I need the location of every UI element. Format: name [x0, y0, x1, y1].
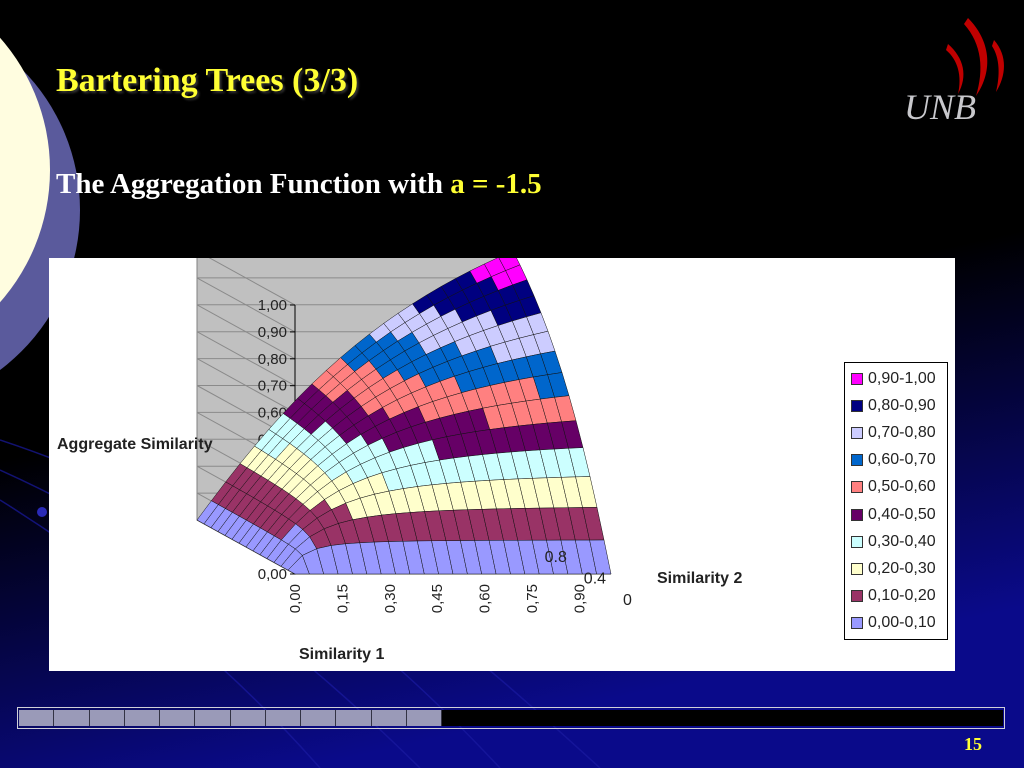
x-tick-label: 0,75 [524, 584, 541, 613]
z-axis-label: Similarity 2 [657, 570, 742, 587]
progress-segment [336, 710, 372, 726]
legend-swatch [851, 399, 863, 412]
legend-item: 0,90-1,00 [845, 365, 947, 392]
legend-label: 0,00-0,10 [868, 614, 936, 632]
x-tick-label: 0,00 [287, 584, 304, 613]
z-tick-label: 0 [623, 592, 632, 609]
y-tick-label: 0,80 [258, 351, 287, 368]
legend-swatch [851, 508, 863, 521]
legend-item: 0,50-0,60 [845, 474, 947, 501]
progress-segment [54, 710, 90, 726]
y-tick-label: 0,90 [258, 324, 287, 341]
progress-segment [230, 710, 266, 726]
legend-label: 0,10-0,20 [868, 587, 936, 605]
subtitle-parameter: a = -1.5 [450, 168, 542, 200]
slide-progress-bar [17, 707, 1005, 729]
legend-swatch [851, 426, 863, 439]
legend-item: 0,40-0,50 [845, 501, 947, 528]
z-tick-label: 0.8 [545, 549, 567, 566]
progress-segment [19, 710, 55, 726]
logo-text: UNB [904, 87, 976, 127]
legend-label: 0,60-0,70 [868, 451, 936, 469]
x-axis-label: Similarity 1 [299, 646, 384, 663]
chart-legend: 0,90-1,00 0,80-0,90 0,70-0,80 0,60-0,70 0,50… [844, 362, 948, 640]
z-tick-label: 0.4 [584, 570, 606, 587]
progress-segment [195, 710, 231, 726]
legend-item: 0,60-0,70 [845, 447, 947, 474]
surface-chart: 0,000,100,200,300,400,500,600,700,800,90… [57, 258, 742, 663]
progress-fill [19, 710, 443, 726]
legend-label: 0,40-0,50 [868, 505, 936, 523]
chart-gridline [196, 304, 513, 360]
x-tick-label: 0,60 [477, 584, 494, 613]
y-tick-label: 0,70 [258, 378, 287, 395]
x-tick-label: 0,30 [382, 584, 399, 613]
y-tick-label: 1,00 [258, 297, 287, 314]
legend-swatch [851, 590, 863, 603]
progress-segment [160, 710, 196, 726]
legend-swatch [851, 535, 863, 548]
subtitle-text: The Aggregation Function with [56, 168, 443, 200]
x-tick-label: 0,15 [334, 584, 351, 613]
legend-swatch [851, 372, 863, 385]
legend-item: 0,10-0,20 [845, 583, 947, 610]
chart-panel: 0,000,100,200,300,400,500,600,700,800,90… [49, 258, 955, 671]
progress-track [19, 710, 1003, 726]
legend-label: 0,50-0,60 [868, 478, 936, 496]
legend-label: 0,80-0,90 [868, 396, 936, 414]
progress-segment [89, 710, 125, 726]
legend-item: 0,80-0,90 [845, 392, 947, 419]
chart-gridline [208, 258, 296, 306]
legend-swatch [851, 454, 863, 467]
progress-segment [124, 710, 161, 726]
x-tick-label: 0,90 [571, 584, 588, 613]
y-tick-label: 0,00 [258, 566, 287, 583]
legend-item: 0,30-0,40 [845, 528, 947, 555]
legend-item: 0,70-0,80 [845, 419, 947, 446]
legend-swatch [851, 562, 863, 575]
progress-segment [406, 710, 443, 726]
progress-segment [265, 710, 302, 726]
progress-segment [301, 710, 337, 726]
slide-title: Bartering Trees (3/3) [56, 62, 359, 99]
accent-circle-inner [0, 37, 50, 303]
legend-label: 0,30-0,40 [868, 532, 936, 550]
surface-cell [589, 539, 612, 575]
unb-logo-icon [946, 18, 1004, 96]
page-number: 15 [964, 734, 982, 754]
legend-label: 0,20-0,30 [868, 559, 936, 577]
legend-item: 0,20-0,30 [845, 555, 947, 582]
x-tick-label: 0,45 [429, 584, 446, 613]
legend-swatch [851, 481, 863, 494]
legend-label: 0,90-1,00 [868, 369, 936, 387]
chart-gridline [196, 277, 513, 333]
progress-segment [371, 710, 407, 726]
legend-label: 0,70-0,80 [868, 423, 936, 441]
y-axis-label: Aggregate Similarity [57, 436, 213, 453]
slide-subtitle: The Aggregation Function with a = -1.5 [56, 168, 542, 201]
legend-item: 0,00-0,10 [845, 610, 947, 637]
legend-swatch [851, 617, 863, 630]
